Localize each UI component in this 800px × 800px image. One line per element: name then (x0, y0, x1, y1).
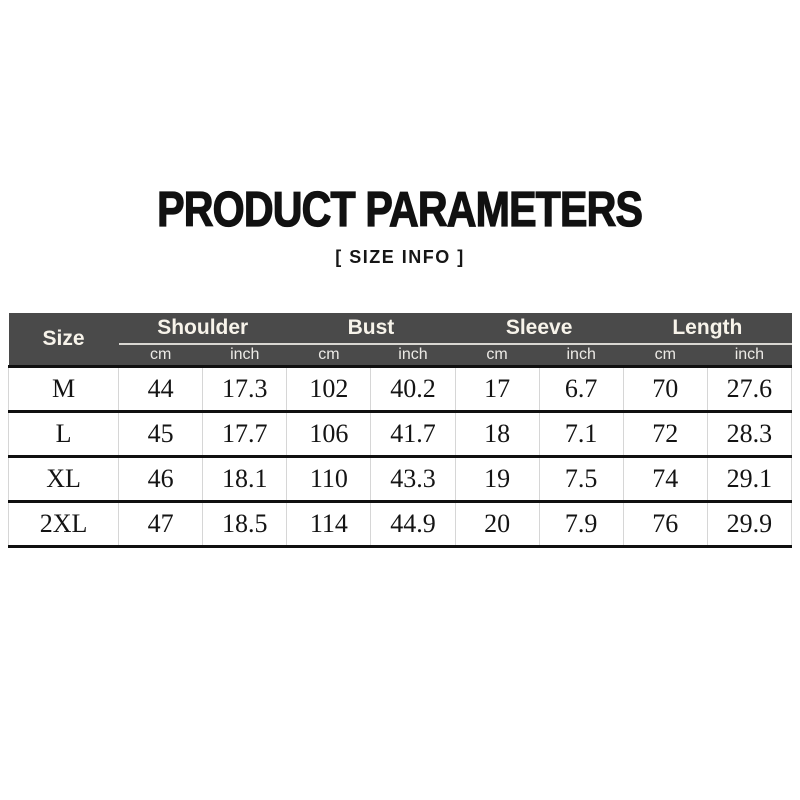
unit-header-shoulder-cm: cm (118, 344, 203, 367)
shoulder-inch-value: 18.1 (202, 456, 287, 502)
size-label: 2XL (7, 501, 119, 547)
bust-inch-value: 43.3 (370, 456, 456, 502)
sleeve-inch-value: 7.1 (538, 411, 624, 457)
length-cm-value: 70 (622, 366, 708, 412)
size-label: M (7, 366, 119, 412)
bust-cm-value: 102 (286, 366, 371, 412)
size-chart-table: Size Shoulder Bust Sleeve Length cm inch… (7, 313, 793, 548)
shoulder-inch-value: 17.3 (202, 366, 287, 412)
shoulder-inch-value: 17.7 (202, 411, 287, 457)
table-row-l: L 45 17.7 106 41.7 18 7.1 72 28.3 (7, 411, 793, 457)
length-cm-value: 72 (622, 411, 708, 457)
header-group-row: Size Shoulder Bust Sleeve Length (8, 313, 792, 367)
length-cm-value: 76 (622, 501, 708, 547)
unit-header-shoulder-inch: inch (202, 344, 287, 367)
bust-inch-value: 40.2 (370, 366, 456, 412)
page-subtitle: [ SIZE INFO ] (335, 247, 465, 267)
column-header-shoulder: Shoulder (118, 313, 287, 345)
column-header-bust: Bust (286, 313, 456, 345)
unit-header-length-cm: cm (623, 344, 708, 367)
bust-cm-value: 114 (286, 501, 371, 547)
length-inch-value: 29.1 (706, 456, 793, 502)
table-body: M 44 17.3 102 40.2 17 6.7 70 27.6 L 45 1… (7, 366, 793, 547)
sleeve-cm-value: 19 (454, 456, 540, 502)
shoulder-cm-value: 47 (118, 501, 203, 547)
sleeve-cm-value: 18 (454, 411, 540, 457)
unit-header-sleeve-cm: cm (455, 344, 540, 367)
title-block: PRODUCT PARAMETERS (0, 183, 800, 237)
shoulder-cm-value: 45 (118, 411, 203, 457)
sleeve-cm-value: 17 (454, 366, 540, 412)
table-row-m: M 44 17.3 102 40.2 17 6.7 70 27.6 (7, 366, 793, 412)
column-header-size: Size (8, 313, 119, 367)
length-inch-value: 29.9 (706, 501, 793, 547)
sleeve-inch-value: 6.7 (538, 366, 624, 412)
table-header: Size Shoulder Bust Sleeve Length cm inch… (8, 313, 792, 367)
table-row-xl: XL 46 18.1 110 43.3 19 7.5 74 29.1 (7, 456, 793, 502)
shoulder-cm-value: 46 (118, 456, 203, 502)
bust-inch-value: 41.7 (370, 411, 456, 457)
shoulder-inch-value: 18.5 (202, 501, 287, 547)
header-unit-row: cm inch cm inch cm inch cm inch (9, 344, 792, 367)
sleeve-cm-value: 20 (454, 501, 540, 547)
column-header-sleeve: Sleeve (455, 313, 624, 345)
sleeve-inch-value: 7.9 (538, 501, 624, 547)
unit-header-bust-inch: inch (370, 344, 456, 367)
bust-cm-value: 106 (286, 411, 371, 457)
column-header-length: Length (623, 313, 792, 345)
size-label: XL (7, 456, 119, 502)
bust-cm-value: 110 (286, 456, 371, 502)
shoulder-cm-value: 44 (118, 366, 203, 412)
page-title: PRODUCT PARAMETERS (157, 183, 644, 237)
unit-header-length-inch: inch (707, 344, 792, 367)
bust-inch-value: 44.9 (370, 501, 456, 547)
length-cm-value: 74 (622, 456, 708, 502)
table-row-2xl: 2XL 47 18.5 114 44.9 20 7.9 76 29.9 (7, 501, 793, 547)
length-inch-value: 28.3 (706, 411, 793, 457)
size-label: L (7, 411, 119, 457)
length-inch-value: 27.6 (706, 366, 793, 412)
unit-header-bust-cm: cm (286, 344, 371, 367)
unit-header-sleeve-inch: inch (539, 344, 624, 367)
sleeve-inch-value: 7.5 (538, 456, 624, 502)
